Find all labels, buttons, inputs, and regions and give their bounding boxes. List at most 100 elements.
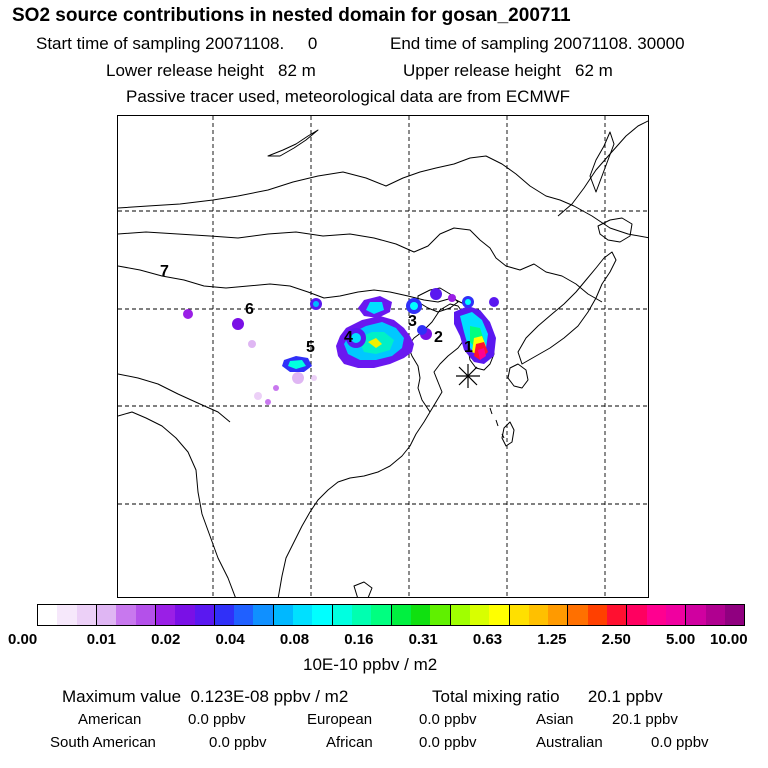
colorbar-swatch [96,605,117,625]
colorbar-swatch [352,605,372,625]
colorbar-tick-label: 0.04 [215,631,245,648]
plume-hot [368,338,382,348]
plume-korea-n-core [465,299,471,305]
australian-value: 0.0 ppbv [651,734,709,751]
colorbar-swatch [568,605,588,625]
colorbar-swatch [410,605,431,625]
asian-value: 20.1 ppbv [612,711,678,728]
plume-korea-ne [489,297,499,307]
colorbar-tick-label: 5.00 [666,631,696,648]
colorbar-swatch [38,605,58,625]
end-time-label: End time of sampling 20071108. 30000 [390,34,685,53]
colorbar-swatch [57,605,77,625]
baikal-coast [267,129,319,157]
colorbar-swatch [587,605,608,625]
colorbar-swatch [607,605,628,625]
colorbar-tick-label: 0.31 [408,631,438,648]
colorbar-swatch [293,605,313,625]
plume-south-a [254,392,262,400]
plume-2 [417,325,427,335]
plot-title: SO2 source contributions in nested domai… [12,5,571,26]
colorbar-swatch [194,605,215,625]
colorbar-tick-label: 1.25 [537,631,567,648]
sakhalin [589,131,615,193]
japan-hokkaido [597,217,633,243]
region-label-4: 4 [344,329,353,346]
region-label-3: 3 [408,313,417,330]
hainan [353,581,373,597]
plume-south-d [265,399,271,405]
colorbar-swatch [234,605,254,625]
african-value: 0.0 ppbv [419,734,477,751]
tracer-info-label: Passive tracer used, meteorological data… [126,87,571,106]
african-label: African [326,734,373,751]
colorbar-swatch [724,605,745,625]
colorbar-tick-label: 0.63 [472,631,503,648]
colorbar-tick-label: 10.00 [710,631,748,648]
australian-label: Australian [536,734,603,751]
colorbar-swatch [214,605,235,625]
plume-5-core [288,360,306,369]
colorbar-swatch [666,605,687,625]
inner-border [118,265,475,313]
maximum-value-label: Maximum value 0.123E-08 ppbv / m2 [62,687,349,706]
colorbar-swatch [627,605,647,625]
colorbar-swatch [489,605,510,625]
colorbar-swatch [76,605,97,625]
plume-3-core [366,302,384,314]
plume-3c [430,288,442,300]
colorbar-units: 10E-10 ppbv / m2 [303,655,438,674]
plume-5-halo [292,372,304,384]
china-east-coast [407,303,473,413]
american-value: 0.0 ppbv [188,711,246,728]
colorbar-swatch [135,605,156,625]
plume-3b-core [410,302,418,310]
receptor-asterisk-marker [456,364,480,388]
colorbar-swatch [116,605,136,625]
colorbar-swatch [332,605,352,625]
upper-height-label: Upper release height 62 m [403,61,613,80]
colorbar-swatch [469,605,490,625]
colorbar-tick-label: 0.00 [8,631,38,648]
map-canvas: 1 2 3 4 5 6 7 [118,116,648,597]
colorbar-swatch [646,605,666,625]
colorbar-swatch [430,605,451,625]
region-label-1: 1 [464,339,473,356]
ryukyu-islands [489,407,505,439]
colorbar-swatch [686,605,706,625]
european-value: 0.0 ppbv [419,711,477,728]
colorbar-swatch [705,605,725,625]
tibet-border [118,373,231,423]
region-label-2: 2 [434,329,443,346]
lower-height-label: Lower release height 82 m [106,61,316,80]
colorbar-swatch [528,605,549,625]
european-label: European [307,711,373,728]
colorbar [37,604,745,626]
american-label: American [78,711,142,728]
colorbar-swatch [391,605,411,625]
south-china-coast [277,411,431,597]
japan-kyushu [507,363,529,389]
asian-label: Asian [536,711,574,728]
colorbar-tick-labels: 0.00 0.01 0.02 0.04 0.08 0.16 0.31 0.63 1.25 2.50… [0,631,768,651]
colorbar-tick-label: 0.02 [151,631,181,648]
western-border [118,411,236,597]
concentration-field [183,288,499,405]
plume-south-c [311,375,317,381]
mongolia-border [118,227,603,303]
colorbar-swatch [155,605,176,625]
colorbar-tick-label: 2.50 [601,631,631,648]
plume-7 [183,309,193,319]
south-american-label: South American [50,734,156,751]
plume-west [248,340,256,348]
plume-6a-core [313,301,319,307]
colorbar-swatch [548,605,569,625]
colorbar-tick-label: 0.16 [344,631,374,648]
start-time-label: Start time of sampling 20071108. 0 [36,34,318,53]
colorbar-swatch [175,605,195,625]
region-label-5: 5 [306,339,315,356]
colorbar-swatch [312,605,333,625]
japan-honshu [517,251,617,365]
total-mixing-ratio-label: Total mixing ratio 20.1 ppbv [432,687,663,706]
russian-coast [557,120,648,217]
